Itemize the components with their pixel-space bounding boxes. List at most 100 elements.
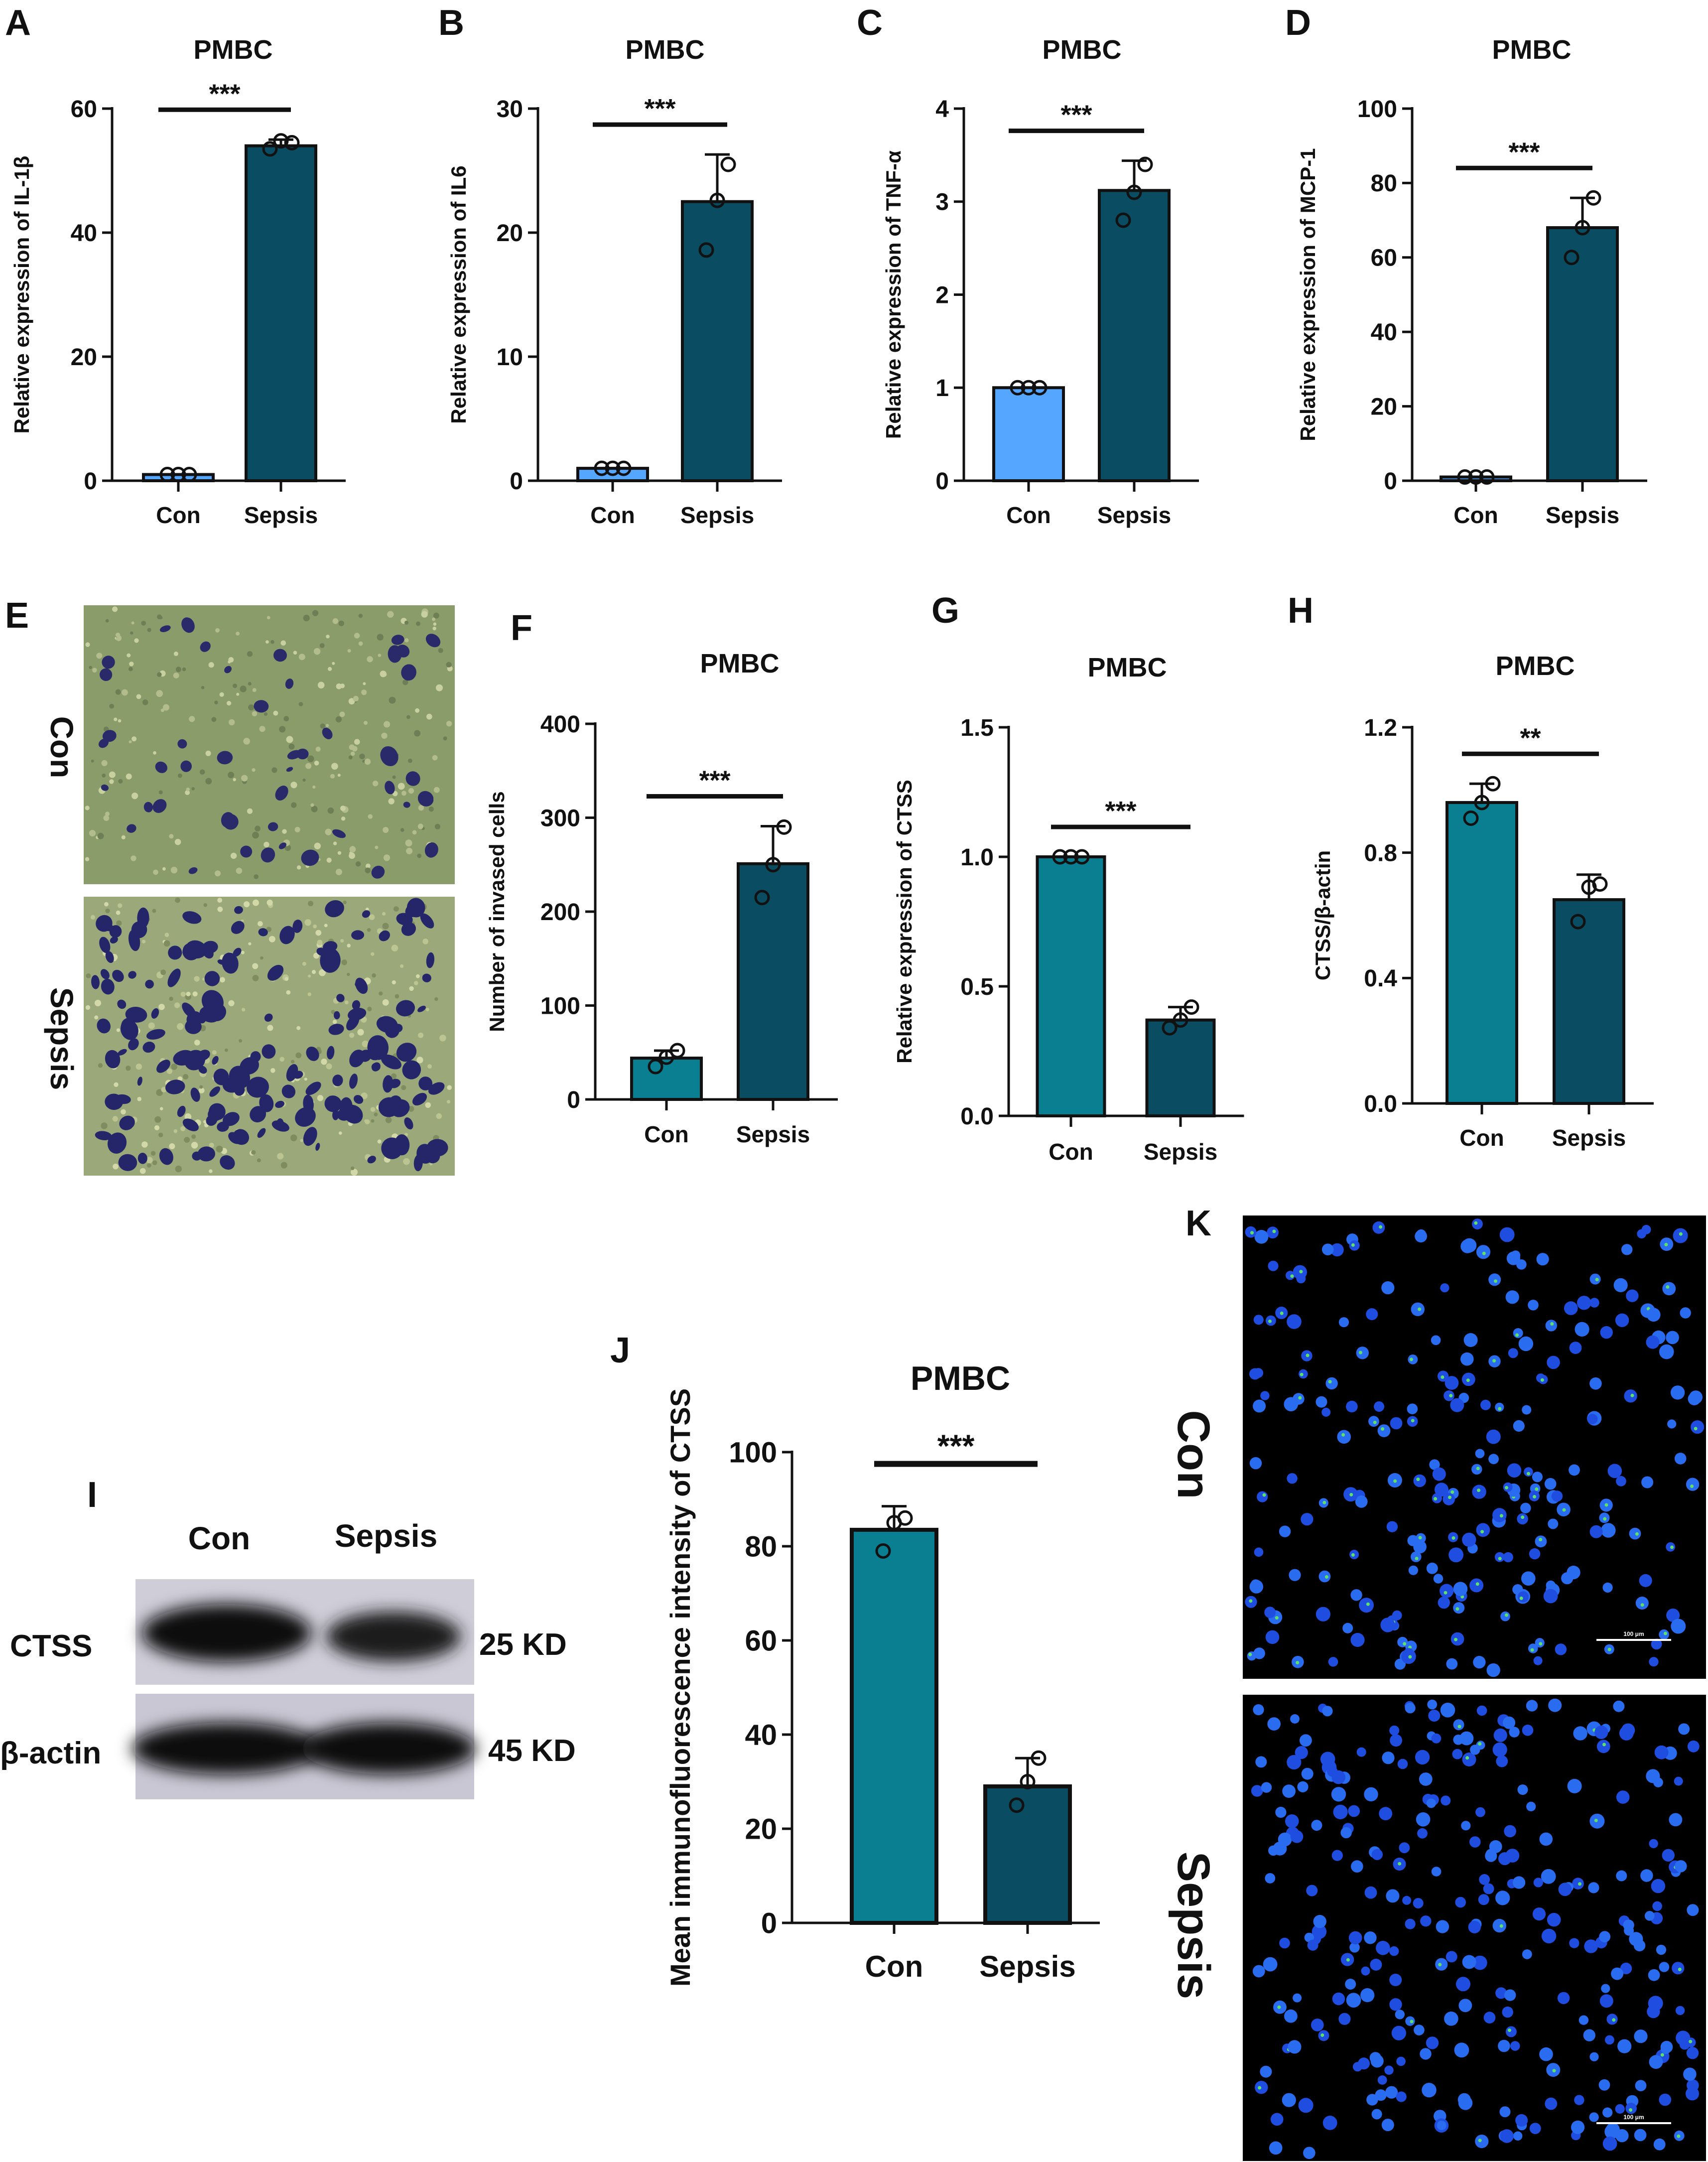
invaded-cell [212,1056,219,1065]
ctss-signal [1664,1242,1668,1246]
membrane-pore [403,1158,410,1165]
invaded-cell [117,999,127,1009]
membrane-pore [375,845,379,849]
membrane-pore [180,1126,186,1131]
membrane-pore [169,834,174,839]
nucleus [1408,1565,1418,1575]
invaded-cell [346,1015,360,1031]
membrane-pore [270,640,274,644]
nucleus [1545,1320,1557,1332]
membrane-pore [156,1089,163,1096]
ctss-signal [1450,1490,1454,1494]
membrane-pore [270,1068,275,1073]
membrane-pore [279,1057,284,1062]
x-tick-label: Con [1049,1139,1093,1165]
invaded-cell [391,635,404,645]
nucleus [1601,1523,1616,1538]
chart-title: PMBC [700,649,780,678]
membrane-pore [148,1022,155,1029]
membrane-pore [240,685,247,692]
chart-title: PMBC [1496,651,1575,681]
ctss-signal [1457,1725,1461,1729]
invaded-cell [396,1043,417,1062]
invaded-cell [301,849,319,866]
invaded-cell [186,1011,202,1027]
ctss-signal [1408,1655,1412,1659]
ctss-signal [1451,1536,1455,1540]
ctss-signal [1280,1311,1284,1315]
if-sepsis-cells [1251,1698,1700,2160]
nucleus [1651,1638,1662,1650]
ctss-signal [1539,1538,1543,1541]
x-tick-label: Sepsis [680,502,754,528]
ctss-signal [1409,1357,1413,1361]
nucleus [1483,2012,1496,2024]
membrane-pore [174,1002,180,1008]
ctss-signal [1448,1495,1451,1499]
bar-sepsis [245,144,317,482]
nucleus [1522,1725,1534,1736]
ctss-signal [1373,1420,1377,1424]
nucleus [1321,1243,1334,1255]
data-point [605,460,621,476]
ctss-signal [1640,1603,1644,1607]
ctss-signal [1694,1427,1698,1431]
invaded-cell [315,1143,320,1151]
membrane-pore [349,852,355,859]
membrane-pore [121,1109,126,1115]
membrane-pore [372,973,376,978]
y-tick-label: 400 [540,711,580,738]
nucleus [1548,1698,1562,1712]
membrane-pore [160,708,164,712]
nucleus [1311,1820,1322,1831]
membrane-pore [406,715,410,719]
chart-j: 0 20 40 60 80 100 Con Sepsis PMBC Mean immunofluo… [664,1359,1100,1987]
membrane-pore [332,618,339,624]
nucleus [1397,1636,1408,1647]
nucleus [1503,1552,1513,1563]
membrane-pore [331,763,338,770]
membrane-pore [335,868,342,875]
membrane-pore [130,631,133,635]
membrane-pore [236,692,240,696]
significance-stars: ** [1520,723,1541,753]
nucleus [1251,1785,1263,1797]
nucleus [1253,1399,1266,1413]
invaded-cell [155,761,167,773]
y-tick-label: 0.5 [960,974,994,1000]
membrane-pore [394,994,399,999]
nucleus [1602,1582,1613,1593]
y-tick-label: 1 [935,375,949,402]
invaded-cell [424,842,438,858]
nucleus [1499,2106,1511,2118]
panel-letter-g: G [931,591,959,631]
nucleus [1279,1525,1291,1537]
ctss-signal [1455,1607,1459,1611]
ctss-signal [1328,1380,1332,1384]
nucleus [1322,1706,1333,1717]
nucleus [1507,1463,1522,1478]
nucleus [1476,1523,1490,1537]
membrane-pore [288,743,295,750]
invaded-cell [223,1112,240,1126]
membrane-pore [252,975,259,981]
invaded-cell [383,1075,394,1093]
invaded-cell [281,1084,296,1098]
nucleus [1605,2035,1614,2045]
invaded-cell [199,1006,220,1023]
membrane-pore [251,1150,256,1155]
membrane-pore [367,928,371,932]
data-point [1009,1797,1025,1813]
invaded-cell [137,1077,142,1086]
nucleus [1486,1429,1501,1444]
nucleus [1462,1753,1476,1766]
membrane-pore [408,1106,414,1112]
membrane-pore [268,936,275,943]
y-tick-label: 300 [540,805,580,831]
membrane-pore [255,825,261,832]
nucleus [1589,1298,1599,1308]
nucleus [1386,1521,1398,1532]
nucleus [1391,2026,1406,2040]
membrane-pore [131,793,138,800]
membrane-pore [154,1125,160,1130]
